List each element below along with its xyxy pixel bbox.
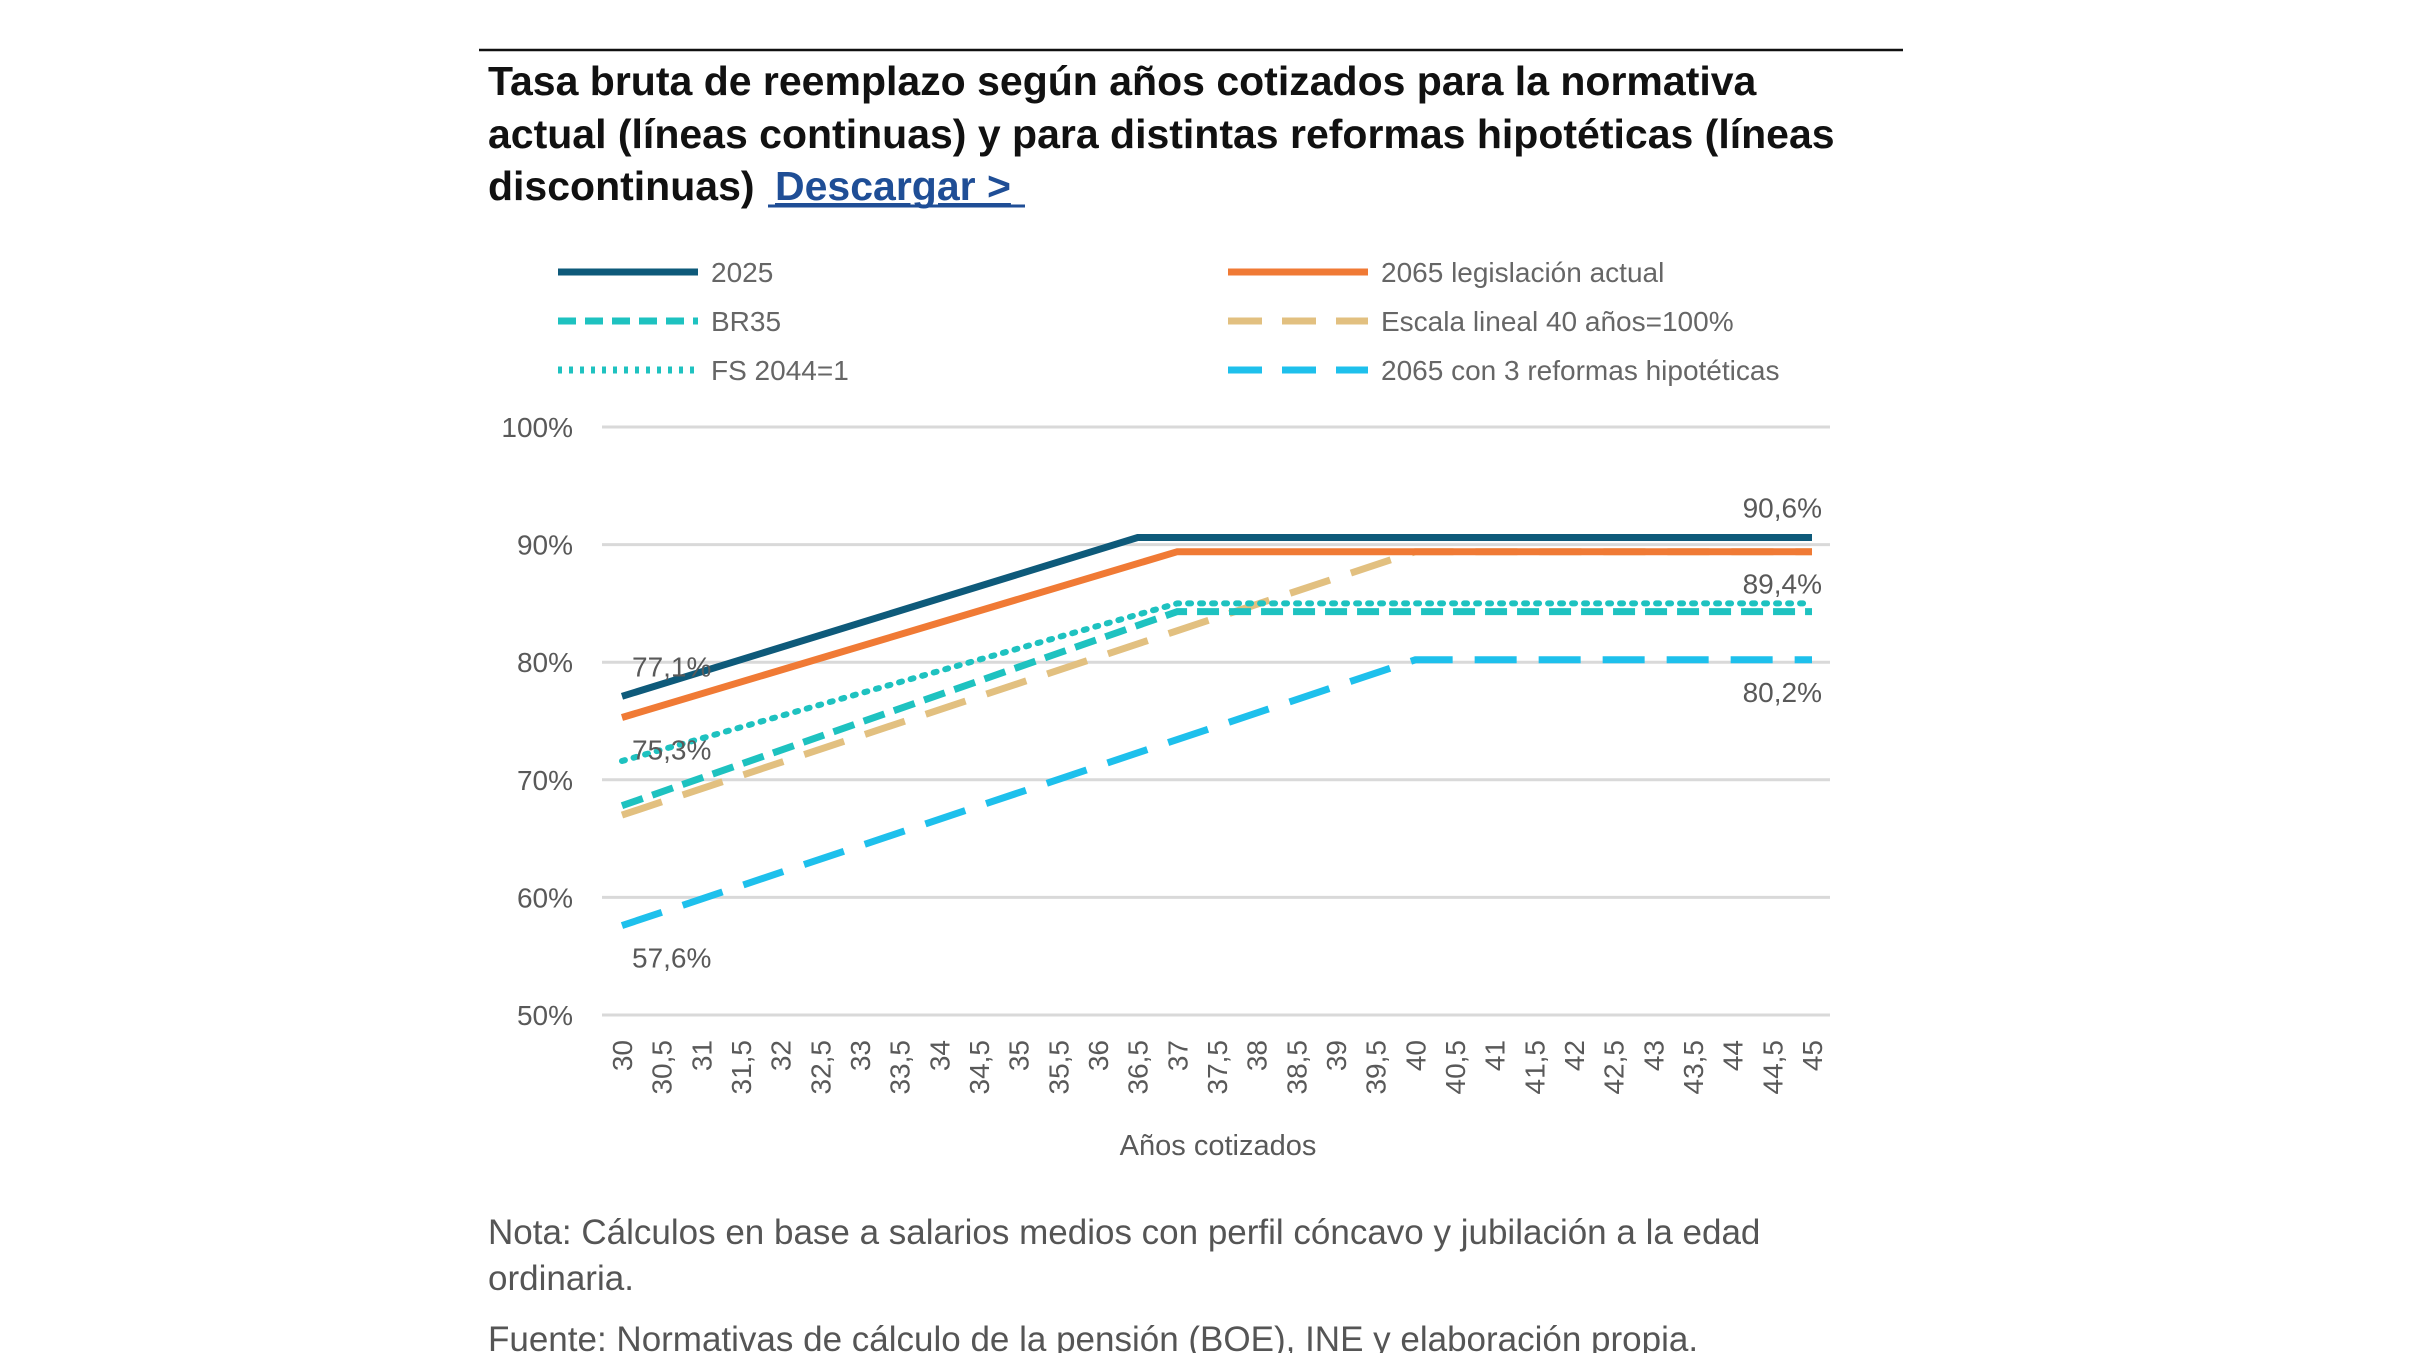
chart-title-line-3: discontinuas) [488,163,755,209]
chart-title-line-2: actual (líneas continuas) y para distint… [488,111,1835,157]
legend-label-2025: 2025 [711,257,773,288]
x-tick-label: 34 [924,1040,955,1071]
x-tick-label: 40 [1400,1040,1431,1071]
x-tick-label: 36,5 [1123,1040,1154,1095]
x-tick-label: 37,5 [1202,1040,1233,1095]
series-line-fs-2044-1 [619,600,1815,764]
x-tick-label: 35 [1004,1040,1035,1071]
legend-label-2065-reformas: 2065 con 3 reformas hipotéticas [1381,355,1779,386]
chart-title-line-1: Tasa bruta de reemplazo según años cotiz… [488,58,1758,104]
x-tick-label: 33,5 [885,1040,916,1095]
note-line-2: ordinaria. [488,1259,634,1298]
x-tick-label: 44 [1718,1040,1749,1071]
x-tick-label: 40,5 [1440,1040,1471,1095]
x-tick-label: 45 [1797,1040,1828,1071]
x-tick-label: 30 [607,1040,638,1071]
x-tick-label: 35,5 [1043,1040,1074,1095]
y-tick-label: 60% [517,882,573,913]
legend-label-br35: BR35 [711,306,781,337]
x-tick-label: 33 [845,1040,876,1071]
series-line-2065-con-3-reformas-hipot-ticas [620,656,1812,929]
data-labels: 77,1% 75,3% 57,6% 90,6% 89,4% 80,2% [632,493,1822,974]
legend-label-fs2044: FS 2044=1 [711,355,849,386]
x-tick-label: 32,5 [805,1040,836,1095]
series-line-br35 [620,608,1812,810]
data-label: 75,3% [632,734,711,765]
x-tick-label: 43 [1638,1040,1669,1071]
data-label: 89,4% [1743,569,1822,600]
y-axis: 50% 60% 70% 80% 90% 100% [501,412,573,1031]
x-tick-label: 32 [766,1040,797,1071]
x-tick-label: 38,5 [1281,1040,1312,1095]
data-label: 90,6% [1743,493,1822,524]
x-axis-title: Años cotizados [1120,1130,1317,1162]
x-tick-label: 42,5 [1599,1040,1630,1095]
data-label: 57,6% [632,943,711,974]
y-tick-label: 100% [501,412,573,443]
series-line-2065-legislaci-n-actual [620,548,1812,721]
x-tick-label: 34,5 [964,1040,995,1095]
x-axis: 30 30,5 31 31,5 32 32,5 33 33,5 34 34,5 35 35,5 36 36… [607,1040,1828,1095]
data-label: 77,1% [632,651,711,682]
y-tick-label: 50% [517,1000,573,1031]
download-link[interactable]: Descargar > [775,163,1011,209]
legend-label-2065-actual: 2065 legislación actual [1381,257,1664,288]
grid [602,425,1830,1017]
y-tick-label: 80% [517,647,573,678]
x-tick-label: 37 [1162,1040,1193,1071]
y-tick-label: 70% [517,765,573,796]
series [619,534,1815,929]
note-line-1: Nota: Cálculos en base a salarios medios… [488,1213,1760,1252]
x-tick-label: 31,5 [726,1040,757,1095]
x-tick-label: 44,5 [1757,1040,1788,1095]
x-tick-label: 41,5 [1519,1040,1550,1095]
legend-label-escala-lineal: Escala lineal 40 años=100% [1381,306,1734,337]
legend: 2025 BR35 FS 2044=1 2065 legislación act… [558,257,1779,386]
x-tick-label: 43,5 [1678,1040,1709,1095]
x-tick-label: 36 [1083,1040,1114,1071]
x-tick-label: 31 [686,1040,717,1071]
x-tick-label: 39 [1321,1040,1352,1071]
y-tick-label: 90% [517,530,573,561]
series-line-escala-lineal-40-a-os-100 [620,548,1812,819]
source-text: Fuente: Normativas de cálculo de la pens… [488,1320,1698,1353]
data-label: 80,2% [1743,677,1822,708]
x-tick-label: 41 [1480,1040,1511,1071]
x-tick-label: 39,5 [1361,1040,1392,1095]
series-line-2025 [620,534,1812,700]
x-tick-label: 38 [1242,1040,1273,1071]
x-tick-label: 42 [1559,1040,1590,1071]
x-tick-label: 30,5 [647,1040,678,1095]
